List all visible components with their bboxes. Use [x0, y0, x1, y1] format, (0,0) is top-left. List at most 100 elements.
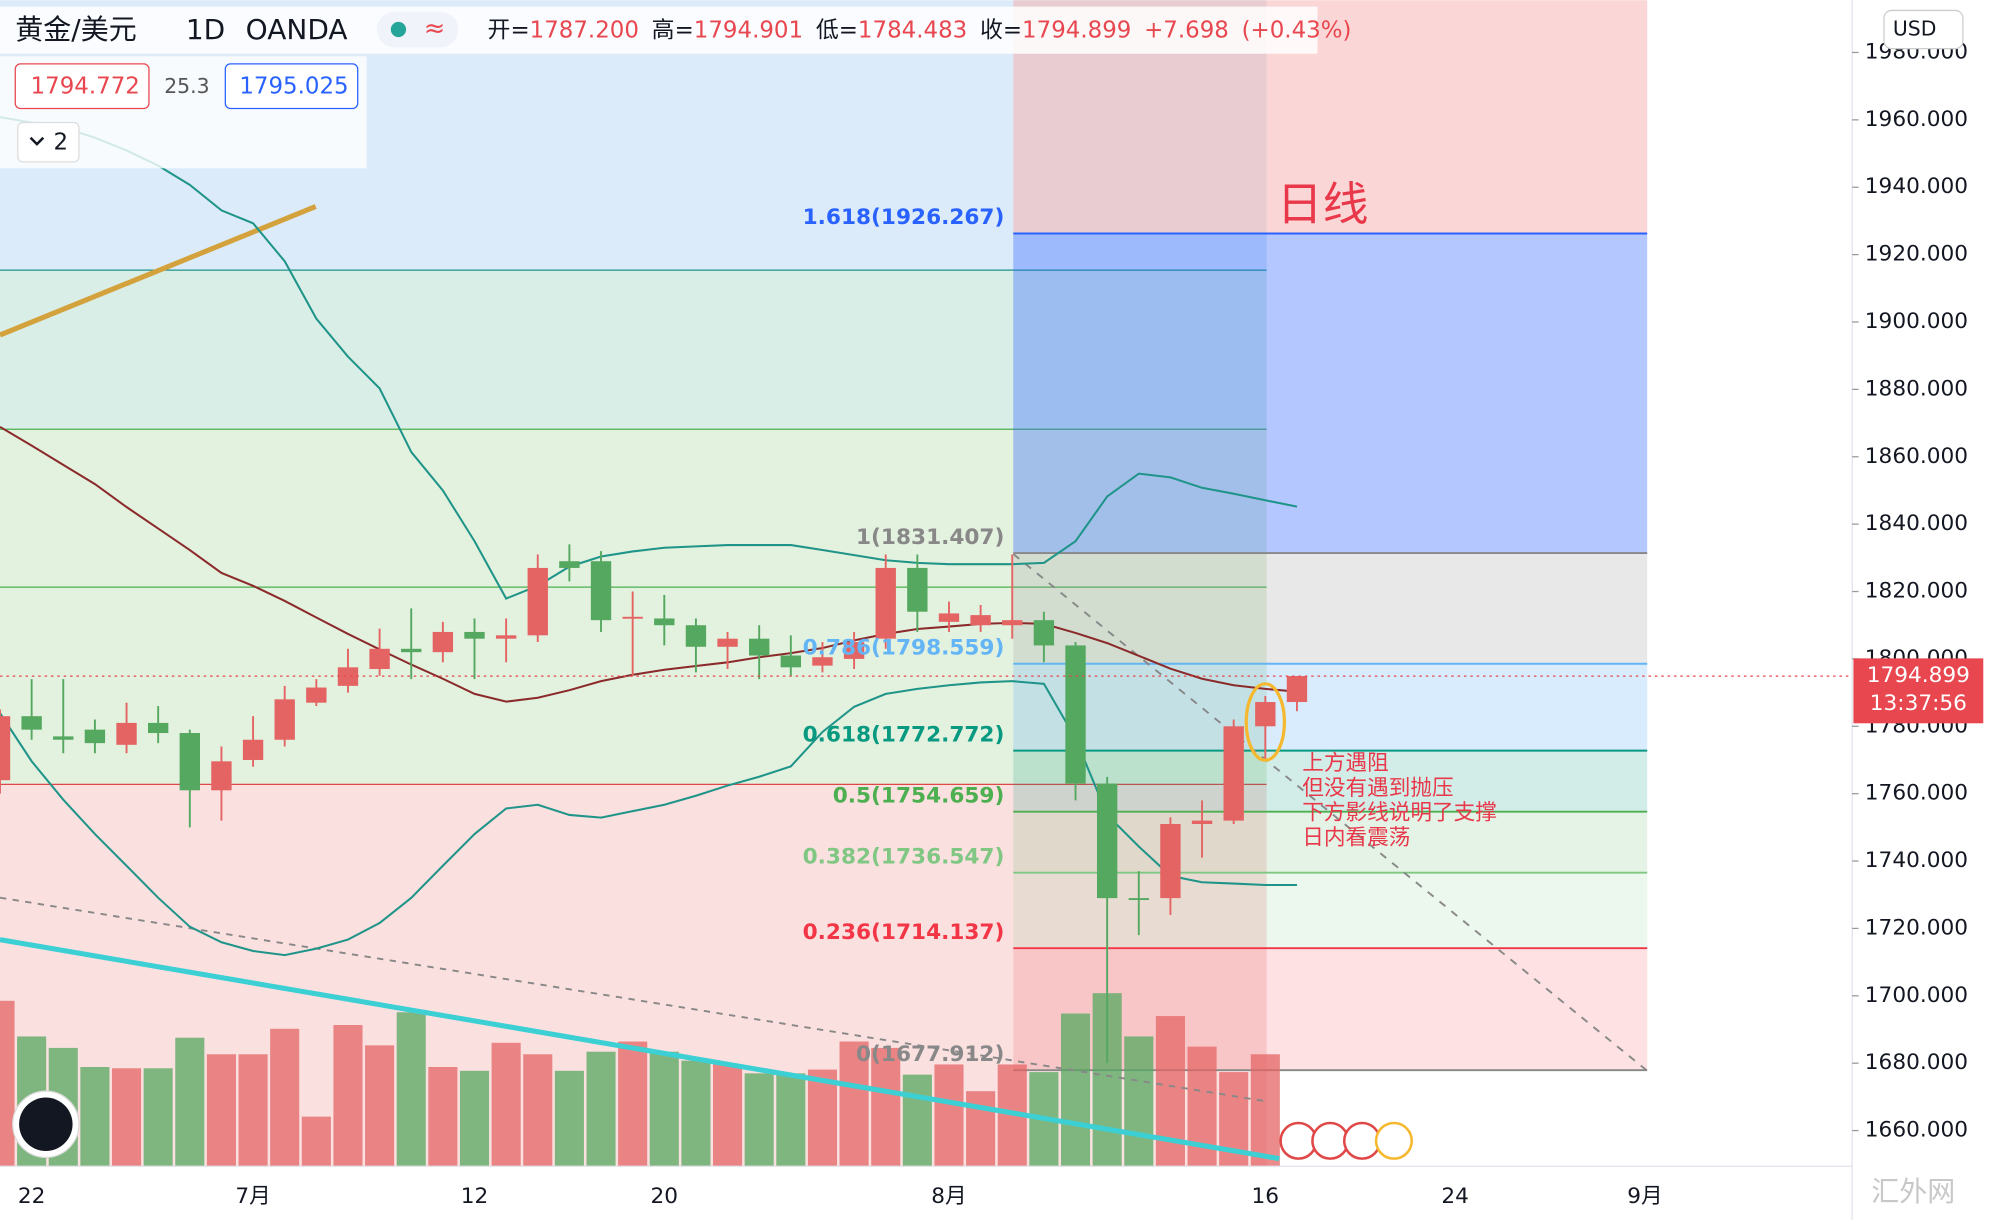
candle-body [559, 561, 580, 568]
volume-bar [206, 1054, 236, 1167]
volume-bar [238, 1054, 268, 1167]
candle-body [274, 699, 295, 740]
candle-body [21, 716, 42, 730]
volume-bar [365, 1045, 395, 1167]
indicator-line [0, 116, 1298, 600]
volume-bar [80, 1066, 110, 1167]
candle-body [1033, 620, 1055, 646]
status-icon: ≈ [424, 14, 445, 44]
candle-body [306, 687, 327, 703]
volume-bar [270, 1028, 300, 1167]
y-tick-label: 1920.000 [1865, 242, 1968, 267]
candle-body [147, 722, 169, 734]
volume-bar [554, 1070, 584, 1167]
volume-bar [428, 1066, 458, 1167]
price-axis [1852, 0, 1996, 1220]
fib-zones [1013, 232, 1648, 1072]
candle-body [369, 648, 390, 670]
y-tick-label: 1860.000 [1865, 444, 1968, 469]
fib-label: 1.618(1926.267) [803, 205, 1005, 230]
y-tick-label: 1760.000 [1865, 781, 1968, 806]
y-tick-label: 1660.000 [1865, 1118, 1968, 1143]
candle-body [401, 648, 422, 653]
y-tick-label: 1940.000 [1865, 174, 1968, 199]
candle-body [0, 716, 11, 781]
legend-key: 高= [652, 17, 694, 43]
header-bg [0, 6, 1318, 54]
symbol[interactable]: 黄金/美元 [15, 13, 136, 46]
candle-body [907, 567, 928, 612]
annotation-line: 上方遇阻 [1302, 751, 1389, 776]
candle-body [875, 567, 896, 639]
sell-button[interactable] [14, 63, 150, 110]
candle-body [812, 657, 833, 666]
annotation-title: 日线 [1277, 177, 1369, 231]
volume-bar [744, 1073, 774, 1167]
buy-button[interactable] [224, 63, 359, 110]
candle-body [432, 631, 454, 653]
currency: USD [1893, 17, 1937, 41]
volume-bar [523, 1054, 553, 1167]
interval[interactable]: 1D [186, 13, 225, 46]
legend-value: +7.698 [1144, 17, 1229, 43]
candle-body [970, 615, 991, 626]
candle-body [654, 618, 675, 626]
fib-label: 0.786(1798.559) [803, 635, 1005, 660]
volume-bar [111, 1068, 142, 1167]
x-tick-label: 24 [1441, 1184, 1469, 1209]
candle-body [1223, 726, 1244, 821]
candle-body [1128, 898, 1149, 901]
x-tick-label: 16 [1252, 1184, 1280, 1209]
volume-bar [1060, 1013, 1091, 1167]
y-tick-label: 1700.000 [1865, 983, 1968, 1008]
volume-bar [143, 1068, 173, 1167]
indicator-line [0, 425, 1298, 703]
candle-body [242, 739, 264, 760]
fib-zone [1013, 553, 1648, 664]
bid: 1794.772 [31, 73, 140, 99]
candle-body [1065, 645, 1086, 784]
legend-value: 1794.901 [694, 17, 803, 43]
candle-body [1286, 676, 1308, 703]
y-tick-label: 1840.000 [1865, 511, 1968, 536]
candle-layer [0, 544, 1308, 1064]
volume-bar [459, 1070, 490, 1167]
y-tick-label: 1680.000 [1865, 1050, 1968, 1075]
currency-button[interactable] [1883, 9, 1964, 50]
volume-bar [175, 1037, 205, 1167]
candle-body [337, 667, 359, 686]
annotation-line: 日内看震荡 [1302, 825, 1410, 850]
event-flags [1279, 1121, 1413, 1160]
highlight-ellipse [1244, 682, 1287, 762]
candle-body [749, 638, 770, 656]
time-axis [0, 1166, 1853, 1220]
price-label-box [1853, 658, 1984, 724]
fib-label: 0(1677.912) [856, 1042, 1004, 1067]
ask: 1795.025 [239, 73, 348, 99]
indicator-toggle[interactable] [17, 121, 80, 163]
fib-zone [1013, 663, 1648, 751]
volume-bar [1250, 1054, 1280, 1167]
y-tick-label: 1900.000 [1865, 309, 1968, 334]
fib-label: 0.5(1754.659) [833, 783, 1005, 808]
legend-key: 开= [488, 17, 530, 43]
y-tick-label: 1880.000 [1865, 376, 1968, 401]
candle-body [1096, 783, 1118, 899]
countdown: 13:37:56 [1870, 691, 1967, 716]
legend-value: 1784.483 [858, 17, 967, 43]
volume-bar [871, 1047, 901, 1167]
candle-body [717, 638, 738, 647]
legend-value: 1787.200 [530, 17, 639, 43]
candle-body [1160, 823, 1181, 899]
x-tick-label: 9月 [1627, 1184, 1662, 1209]
chevron [29, 136, 45, 146]
fib-label: 0.618(1772.772) [803, 722, 1005, 747]
fib-zone [1013, 233, 1648, 554]
volume-bar [934, 1064, 964, 1167]
candle-body [211, 761, 232, 791]
candle-body [590, 561, 612, 621]
y-tick-label: 1960.000 [1865, 107, 1968, 132]
candle-body [84, 729, 106, 744]
candle-body [1002, 620, 1023, 626]
